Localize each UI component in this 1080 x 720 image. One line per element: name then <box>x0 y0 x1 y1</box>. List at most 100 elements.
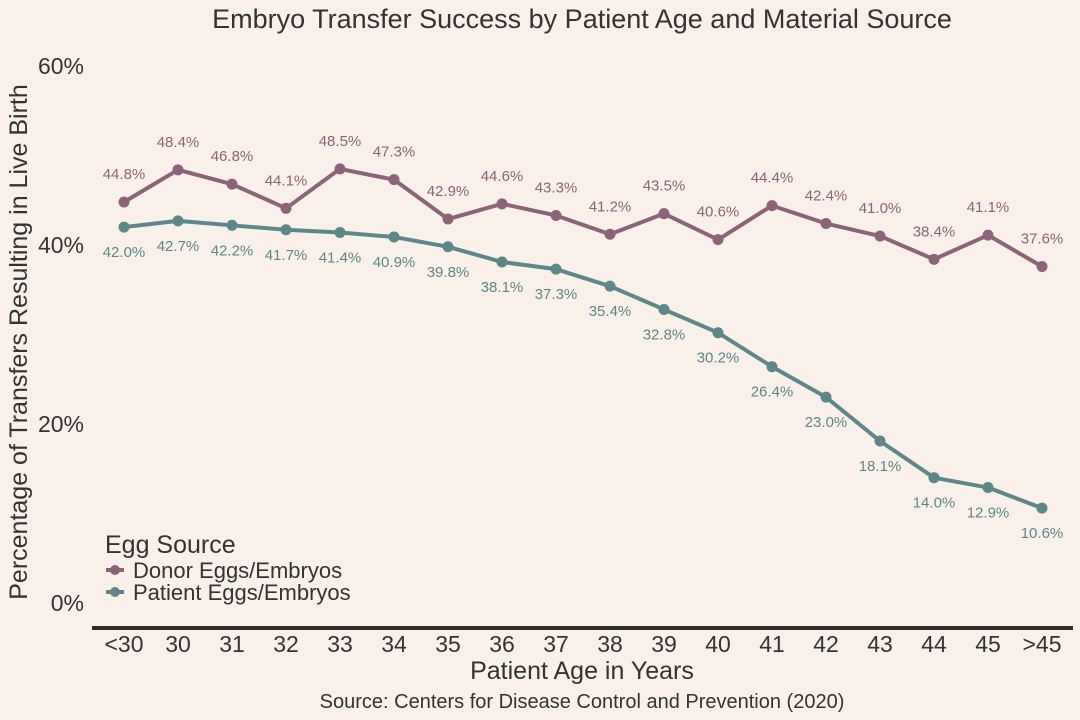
data-point <box>820 391 832 403</box>
data-point <box>550 209 562 221</box>
y-tick-label: 60% <box>38 53 84 79</box>
data-label: 47.3% <box>373 144 416 161</box>
chart-title: Embryo Transfer Success by Patient Age a… <box>212 4 952 34</box>
x-tick-label: 30 <box>165 631 191 657</box>
x-tick-label: 41 <box>759 631 785 657</box>
data-label: 42.2% <box>211 242 254 259</box>
data-label: 42.7% <box>157 238 200 255</box>
data-point <box>280 224 292 236</box>
x-tick-label: 43 <box>867 631 893 657</box>
data-label: 44.6% <box>481 168 524 185</box>
data-label: 44.8% <box>103 166 146 183</box>
data-point <box>712 234 724 246</box>
series-patient: 42.0% 42.7% 42.2% 41.7% 41.4% 40.9% 39.8% 38.1%… <box>103 215 1064 542</box>
data-label: 40.6% <box>697 204 740 221</box>
data-point <box>928 472 940 484</box>
data-point <box>982 482 994 494</box>
data-point <box>118 196 130 208</box>
data-label: 30.2% <box>697 350 740 367</box>
data-point <box>280 202 292 214</box>
data-point <box>766 200 778 212</box>
data-label: 39.8% <box>427 264 470 281</box>
data-label: 38.4% <box>913 223 956 240</box>
legend-item-label: Donor Eggs/Embryos <box>133 558 342 583</box>
data-label: 26.4% <box>751 384 794 401</box>
data-label: 42.4% <box>805 188 848 205</box>
x-tick-label: 44 <box>921 631 947 657</box>
data-label: 42.0% <box>103 244 146 261</box>
x-tick-label: 45 <box>975 631 1001 657</box>
data-label: 41.7% <box>265 247 308 264</box>
x-tick-label: 37 <box>543 631 569 657</box>
legend-title: Egg Source <box>105 531 236 559</box>
data-label: 18.1% <box>859 458 902 475</box>
y-tick-label: 40% <box>38 232 84 258</box>
data-point <box>388 231 400 243</box>
y-axis-label: Percentage of Transfers Resulting in Liv… <box>5 84 33 600</box>
x-tick-label: 40 <box>705 631 731 657</box>
data-point <box>820 218 832 230</box>
x-tick-label: 42 <box>813 631 839 657</box>
series-donor: 44.8% 48.4% 46.8% 44.1% 48.5% 47.3% 42.9% 44.6%… <box>103 133 1064 272</box>
legend-swatch-point <box>110 587 120 597</box>
y-tick-label: 20% <box>38 411 84 437</box>
data-label: 48.5% <box>319 133 362 150</box>
data-point <box>496 198 508 210</box>
data-point <box>550 263 562 275</box>
data-point <box>982 229 994 241</box>
y-tick-label: 0% <box>51 590 84 616</box>
x-tick-label: 35 <box>435 631 461 657</box>
data-point <box>334 226 346 238</box>
data-label: 43.3% <box>535 179 578 196</box>
data-label: 43.5% <box>643 178 686 195</box>
data-label: 38.1% <box>481 279 524 296</box>
x-tick-label: 34 <box>381 631 407 657</box>
data-label: 41.2% <box>589 198 632 215</box>
x-tick-label: 33 <box>327 631 353 657</box>
data-point <box>658 208 670 220</box>
data-label: 44.4% <box>751 170 794 187</box>
data-point <box>334 163 346 175</box>
data-label: 48.4% <box>157 134 200 151</box>
data-point <box>226 178 238 190</box>
data-label: 44.1% <box>265 172 308 189</box>
data-point <box>658 303 670 315</box>
data-label: 37.3% <box>535 286 578 303</box>
data-point <box>172 164 184 176</box>
data-point <box>604 280 616 292</box>
data-point <box>874 435 886 447</box>
data-label: 46.8% <box>211 148 254 165</box>
data-point <box>1036 502 1048 514</box>
data-label: 35.4% <box>589 303 632 320</box>
data-point <box>766 361 778 373</box>
data-point <box>496 256 508 268</box>
data-point <box>604 228 616 240</box>
x-tick-label: 32 <box>273 631 299 657</box>
x-tick-label: >45 <box>1022 631 1061 657</box>
data-point <box>442 213 454 225</box>
data-label: 42.9% <box>427 183 470 200</box>
data-label: 10.6% <box>1021 525 1064 542</box>
data-label: 41.1% <box>967 199 1010 216</box>
x-tick-label: 36 <box>489 631 515 657</box>
data-label: 32.8% <box>643 326 686 343</box>
data-label: 41.0% <box>859 200 902 217</box>
data-point <box>388 174 400 186</box>
data-point <box>928 253 940 265</box>
data-label: 40.9% <box>373 254 416 271</box>
legend-item-label: Patient Eggs/Embryos <box>133 580 351 605</box>
x-tick-label: 39 <box>651 631 677 657</box>
data-label: 14.0% <box>913 495 956 512</box>
data-label: 37.6% <box>1021 230 1064 247</box>
data-label: 41.4% <box>319 249 362 266</box>
data-point <box>118 221 130 233</box>
x-tick-label: 38 <box>597 631 623 657</box>
data-point <box>172 215 184 227</box>
x-tick-label: 31 <box>219 631 245 657</box>
legend-swatch-point <box>110 565 120 575</box>
source-note: Source: Centers for Disease Control and … <box>320 691 845 713</box>
series-line <box>122 166 1044 269</box>
